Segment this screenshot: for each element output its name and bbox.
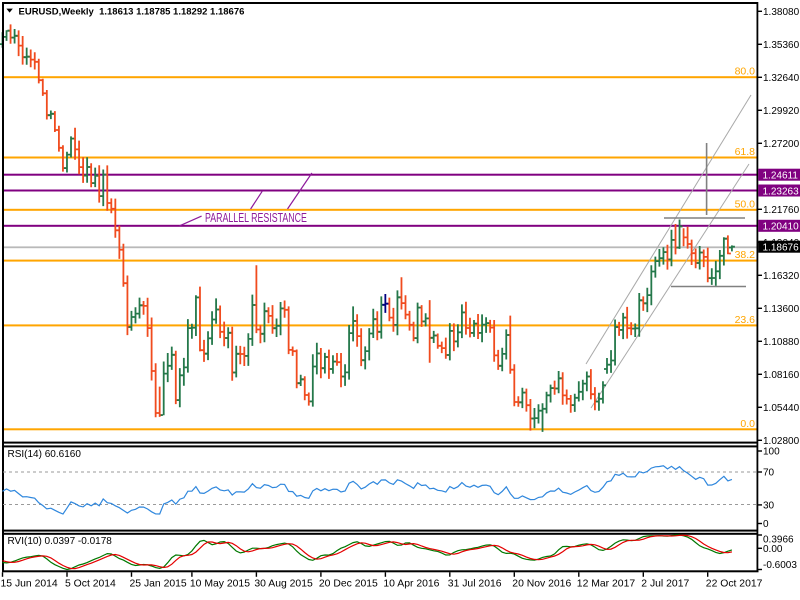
svg-text:70: 70 xyxy=(763,468,775,479)
svg-text:10 May 2015: 10 May 2015 xyxy=(190,579,250,590)
svg-text:1.16320: 1.16320 xyxy=(763,271,800,282)
svg-text:1.18676: 1.18676 xyxy=(763,243,800,254)
svg-text:1.23263: 1.23263 xyxy=(763,186,800,197)
svg-text:0.3966: 0.3966 xyxy=(763,534,794,545)
svg-text:0.00: 0.00 xyxy=(763,544,783,555)
svg-text:EURUSD,Weekly 1.18613 1.18785: EURUSD,Weekly 1.18613 1.18785 1.18292 1.… xyxy=(19,7,245,18)
svg-text:1.35360: 1.35360 xyxy=(763,40,800,51)
svg-text:1.24611: 1.24611 xyxy=(763,171,799,182)
svg-text:38.2: 38.2 xyxy=(735,249,756,261)
svg-text:1.10880: 1.10880 xyxy=(763,337,800,348)
svg-text:1.29920: 1.29920 xyxy=(763,106,800,117)
svg-text:1.27200: 1.27200 xyxy=(763,139,800,150)
svg-text:10 Apr 2016: 10 Apr 2016 xyxy=(383,579,439,590)
svg-text:2 Jul 2017: 2 Jul 2017 xyxy=(641,579,689,590)
svg-text:23.6: 23.6 xyxy=(735,314,756,326)
svg-text:25 Jan 2015: 25 Jan 2015 xyxy=(130,579,187,590)
svg-text:50.0: 50.0 xyxy=(735,198,756,210)
svg-text:5 Oct 2014: 5 Oct 2014 xyxy=(65,579,116,590)
svg-text:15 Jun 2014: 15 Jun 2014 xyxy=(1,579,58,590)
svg-text:1.05440: 1.05440 xyxy=(763,403,800,414)
svg-text:RSI(14) 60.6160: RSI(14) 60.6160 xyxy=(8,449,82,460)
svg-text:80.0: 80.0 xyxy=(735,66,756,78)
svg-text:RVI(10) 0.0397 -0.0178: RVI(10) 0.0397 -0.0178 xyxy=(8,536,113,547)
svg-text:22 Oct 2017: 22 Oct 2017 xyxy=(706,579,763,590)
svg-text:1.02800: 1.02800 xyxy=(763,436,800,447)
svg-text:1.20410: 1.20410 xyxy=(763,222,800,233)
svg-text:61.8: 61.8 xyxy=(735,146,756,158)
svg-text:30: 30 xyxy=(763,501,775,512)
svg-text:20 Dec 2015: 20 Dec 2015 xyxy=(319,579,378,590)
svg-text:1.21760: 1.21760 xyxy=(763,205,800,216)
svg-text:0: 0 xyxy=(763,519,769,530)
svg-text:12 Mar 2017: 12 Mar 2017 xyxy=(577,579,636,590)
svg-text:20 Nov 2016: 20 Nov 2016 xyxy=(512,579,571,590)
svg-text:1.38080: 1.38080 xyxy=(763,7,800,18)
svg-text:0.0: 0.0 xyxy=(740,418,755,430)
svg-text:1.08160: 1.08160 xyxy=(763,370,800,381)
svg-text:31 Jul 2016: 31 Jul 2016 xyxy=(448,579,502,590)
svg-text:1.32640: 1.32640 xyxy=(763,73,800,84)
svg-text:30 Aug 2015: 30 Aug 2015 xyxy=(254,579,313,590)
svg-text:100: 100 xyxy=(763,447,780,458)
svg-text:-0.6003: -0.6003 xyxy=(763,560,797,571)
svg-text:1.13600: 1.13600 xyxy=(763,304,800,315)
svg-text:PARALLEL RESISTANCE: PARALLEL RESISTANCE xyxy=(205,211,307,225)
